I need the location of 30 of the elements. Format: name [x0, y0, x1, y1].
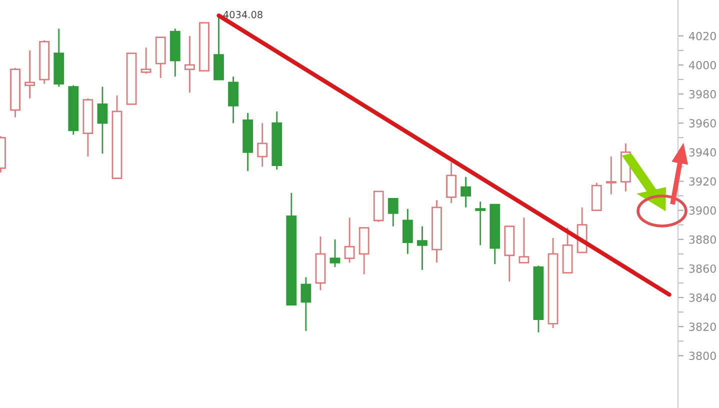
y-tick-label: 4000 — [688, 60, 716, 70]
y-tick-label: 3920 — [689, 177, 716, 186]
y-tick-label: 3820 — [689, 322, 716, 331]
candlestick — [388, 198, 398, 228]
candlestick — [460, 176, 472, 208]
candlestick — [97, 86, 108, 154]
y-tick-label: 3980 — [689, 90, 716, 98]
y-tick-label: 3860 — [689, 264, 716, 273]
y-tick-label: 3940 — [689, 148, 716, 157]
candlestick — [446, 162, 456, 204]
y-tick-label: 3800 — [689, 352, 716, 360]
candlestick — [330, 238, 340, 268]
candlestick — [417, 226, 428, 271]
candlestick — [606, 156, 616, 196]
candlestick — [140, 46, 152, 74]
candlestick — [184, 35, 195, 94]
candlestick — [228, 76, 238, 124]
y-tick-label: 4020 — [688, 32, 716, 40]
y-tick-label: 3900 — [689, 206, 716, 215]
candlestick — [475, 200, 486, 246]
annotation: 4034.08 — [223, 10, 262, 18]
candlestick — [402, 208, 413, 255]
y-tick-label: 3960 — [689, 119, 716, 128]
candlestick — [300, 276, 312, 332]
candlestick — [257, 122, 268, 168]
y-tick-label: 3880 — [689, 235, 716, 244]
candlestick — [24, 50, 35, 100]
y-tick-label: 3840 — [689, 294, 716, 302]
candlestick — [518, 216, 530, 264]
candlestick — [344, 216, 355, 264]
